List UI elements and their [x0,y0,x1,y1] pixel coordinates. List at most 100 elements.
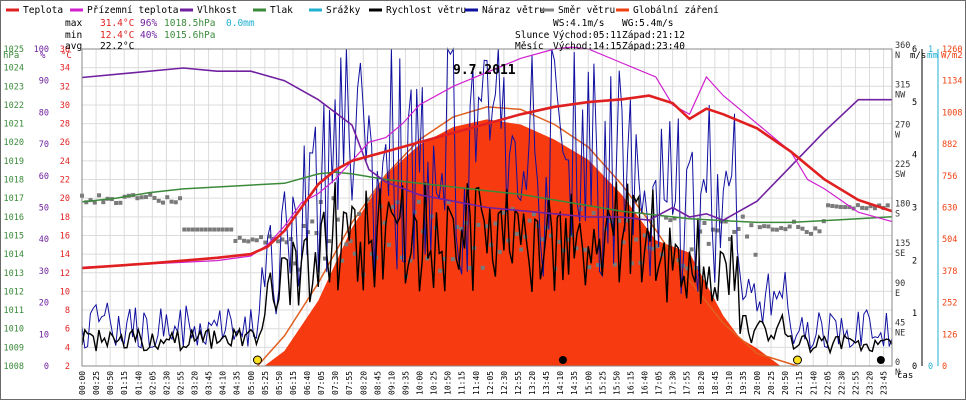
wind-direction-point [847,205,852,210]
wind-direction-point [664,215,669,220]
stat-min-label: min [65,30,82,41]
axis-degc-tick: 32 [60,82,70,92]
wind-direction-point [467,265,472,270]
wind-direction-point [446,199,451,204]
axis-hpa-tick: 1025 [4,45,24,55]
axis-dir-tick: 315 [895,81,910,91]
axis-degc-tick: 12 [60,269,70,279]
axis-dir-card: SW [895,170,906,180]
wind-direction-point [612,262,617,267]
axis-degc-tick: 4 [65,343,70,353]
axis-dir-card: W [895,130,901,140]
wind-direction-point [745,234,750,239]
x-tick-label: 19:35 [739,371,748,395]
axis-dir-card: S [895,210,900,220]
wind-direction-point [838,204,843,209]
wind-direction-point [476,222,481,227]
axis-wm2-tick: 0 [942,362,947,372]
wind-direction-point [97,193,102,198]
wind-direction-point [284,240,289,245]
wind-direction-point [344,242,349,247]
wind-direction-point [186,227,191,232]
x-tick-label: 16:15 [626,371,635,395]
x-tick-label: 04:35 [233,371,242,395]
sunrise: Východ:05:11 [553,30,622,41]
x-tick-label: 07:30 [331,371,340,395]
x-tick-label: 22:05 [823,371,832,395]
wind-direction-point [480,265,485,270]
axis-ms-tick: 6 [912,45,917,55]
wind-direction-point [229,227,234,232]
wind-direction-point [220,227,225,232]
x-tick-label: 05:00 [247,371,256,395]
axis-hpa-tick: 1010 [4,325,24,335]
series-vlhkost [81,67,892,222]
wind-direction-point [178,196,183,201]
x-tick-label: 02:05 [148,371,157,395]
wind-direction-point [357,212,362,217]
axis-ms-tick: 4 [912,151,917,161]
sunset: Západ:21:12 [622,30,685,41]
wind-direction-point [459,226,464,231]
wind-direction-point [540,237,545,242]
sun-marker [793,355,802,365]
x-tick-label: 11:40 [472,371,481,395]
x-tick-label: 17:55 [683,371,692,395]
x-tick-label: 17:30 [669,371,678,395]
x-tick-label: 00:00 [78,371,87,395]
axis-dir-tick: 0 [895,358,900,368]
x-tick-label: 01:40 [134,371,143,395]
wind-speed-info: WS:4.1m/s [553,18,604,29]
x-tick-label: 22:30 [837,371,846,395]
wind-direction-point [757,225,762,230]
axis-pct-tick: 0 [44,362,49,372]
axis-dir-tick: 270 [895,120,910,130]
series-teplota [81,94,893,270]
wind-direction-point [493,221,498,226]
axis-dir-tick: 225 [895,160,910,170]
axis-mm-tick: 0 [928,362,933,372]
legend-item: Směr větru [558,5,615,16]
x-tick-label: 03:20 [191,371,200,395]
wind-direction-point [548,233,553,238]
axis-hpa-tick: 1013 [4,269,24,279]
wind-direction-point [259,235,264,240]
wind-direction-point [352,251,357,256]
wind-direction-point [212,227,217,232]
wind-direction-point [813,226,818,231]
wind-direction-point [860,205,865,210]
legend-item: Přízemní teplota [87,5,179,16]
wind-direction-point [804,230,809,235]
wind-direction-point [250,237,255,242]
wind-direction-point [297,267,302,272]
astro-block: WS:4.1m/s WG:5.4m/s Slunce Východ:05:11 … [515,18,685,52]
x-tick-label: 06:15 [289,371,298,395]
wind-direction-point [335,217,340,222]
x-axis: 00:00 00:25 00:50 01:15 01:40 02:05 02:30 02:55… [78,371,889,395]
wind-direction-point [753,252,758,257]
wind-direction-point [621,240,626,245]
wind-direction-point [195,227,200,232]
x-tick-label: 15:50 [612,371,621,395]
axis-wm2-tick: 1260 [942,45,962,55]
wind-direction-point [88,198,93,203]
wind-direction-point [382,220,387,225]
axis-dir-tick: 45 [895,318,905,328]
axis-degc-tick: 18 [60,213,70,223]
wind-direction-point [762,224,767,229]
wind-direction-point [877,203,882,208]
wind-direction-point [634,237,639,242]
wind-direction-point [237,235,242,240]
wind-direction-point [348,239,353,244]
x-tick-label: 04:10 [219,371,228,395]
wind-direction-point [723,219,728,224]
wind-direction-point [203,227,208,232]
wind-direction-point [114,201,119,206]
wind-direction-point [864,206,869,211]
wind-direction-point [148,192,153,197]
x-tick-label: 23:20 [866,371,875,395]
wind-direction-point [587,265,592,270]
wind-direction-point [655,244,660,249]
wind-direction-point [749,223,754,228]
